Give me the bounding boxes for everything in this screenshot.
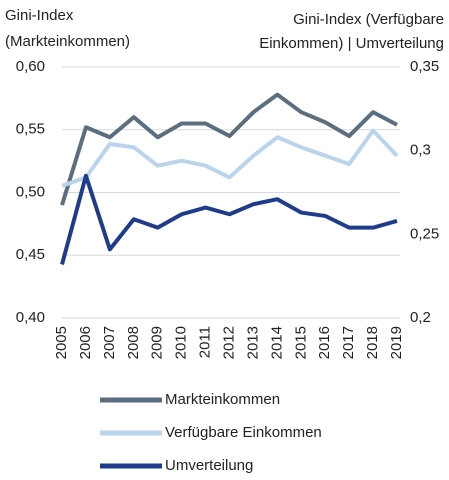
x-tick-label: 2014	[268, 326, 285, 359]
x-tick-label: 2019	[388, 326, 405, 359]
y-tick-label: 0,45	[16, 246, 45, 263]
y2-axis-label: Gini-Index (Verfügbare	[293, 11, 444, 28]
x-tick-label: 2007	[101, 326, 118, 359]
x-tick-label: 2009	[149, 326, 166, 359]
x-tick-label: 2015	[292, 326, 309, 359]
legend-label: Umverteilung	[165, 457, 253, 474]
series-line	[60, 173, 398, 265]
x-tick-label: 2005	[53, 326, 70, 359]
x-tick-label: 2010	[173, 326, 190, 359]
x-tick-label: 2016	[316, 326, 333, 359]
legend-label: Verfügbare Einkommen	[165, 424, 322, 441]
x-tick-label: 2008	[125, 326, 142, 359]
series-line	[60, 92, 398, 206]
y-axis-label: Gini-Index	[5, 7, 74, 24]
legend-label: Markteinkommen	[165, 391, 280, 408]
y2-tick-label: 0,3	[410, 142, 431, 159]
x-tick-label: 2018	[364, 326, 381, 359]
y-tick-label: 0,50	[16, 183, 45, 200]
y2-tick-label: 0,35	[410, 58, 439, 75]
y2-axis-label: Einkommen) | Umverteilung	[259, 35, 444, 52]
y-tick-label: 0,55	[16, 121, 45, 138]
y-tick-label: 0,60	[16, 58, 45, 75]
y-tick-label: 0,40	[16, 309, 45, 326]
series-line	[61, 128, 399, 188]
x-tick-label: 2017	[340, 326, 357, 359]
x-tick-label: 2012	[220, 326, 237, 359]
y2-tick-label: 0,25	[410, 225, 439, 242]
y-axis-label: (Markteinkommen)	[5, 33, 130, 50]
y2-tick-label: 0,2	[410, 309, 431, 326]
x-tick-label: 2011	[197, 326, 214, 358]
x-tick-label: 2013	[244, 326, 261, 359]
x-tick-label: 2006	[77, 326, 94, 359]
